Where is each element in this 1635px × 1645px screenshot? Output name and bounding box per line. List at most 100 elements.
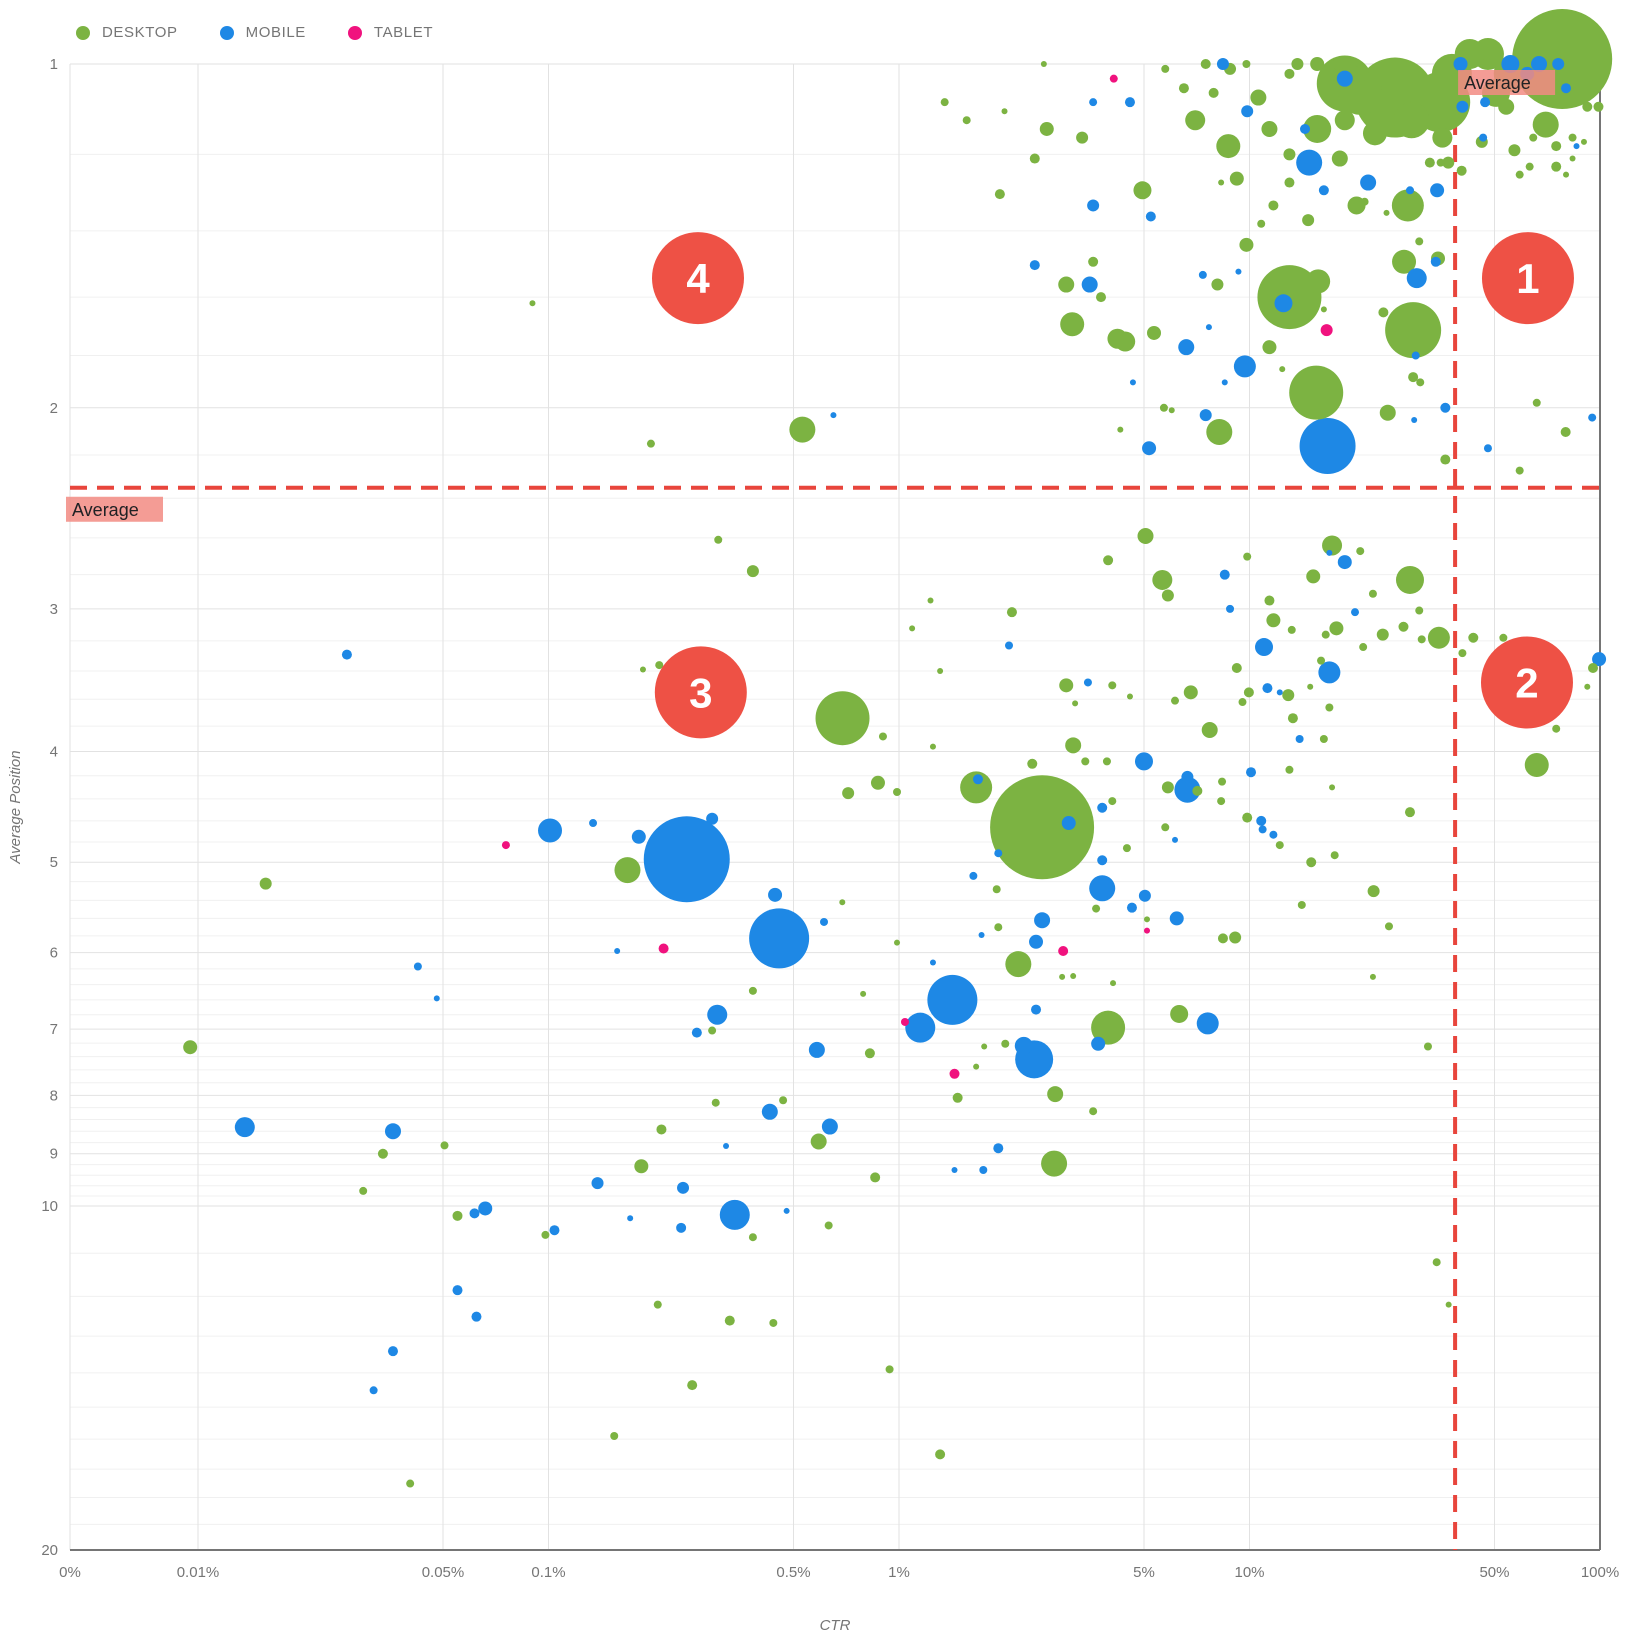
bubble-mobile[interactable] — [1142, 441, 1157, 456]
bubble-mobile[interactable] — [1336, 70, 1353, 87]
bubble-desktop[interactable] — [860, 990, 867, 997]
bubble-desktop[interactable] — [406, 1479, 415, 1488]
bubble-mobile[interactable] — [631, 829, 646, 844]
bubble-mobile[interactable] — [1276, 689, 1283, 696]
bubble-tablet[interactable] — [501, 841, 510, 850]
bubble-desktop[interactable] — [960, 771, 993, 804]
bubble-desktop[interactable] — [1243, 687, 1254, 698]
bubble-mobile[interactable] — [1453, 57, 1468, 71]
bubble-desktop[interactable] — [870, 775, 885, 790]
bubble-desktop[interactable] — [1424, 157, 1435, 168]
bubble-desktop[interactable] — [1291, 58, 1304, 70]
bubble-mobile[interactable] — [1430, 183, 1445, 198]
bubble-desktop[interactable] — [746, 565, 759, 578]
bubble-mobile[interactable] — [1501, 55, 1520, 73]
bubble-desktop[interactable] — [1499, 633, 1508, 642]
bubble-desktop[interactable] — [1303, 114, 1332, 143]
bubble-mobile[interactable] — [1479, 133, 1488, 142]
bubble-mobile[interactable] — [1014, 1036, 1033, 1055]
bubble-desktop[interactable] — [1133, 181, 1152, 200]
bubble-desktop[interactable] — [1329, 784, 1336, 791]
bubble-desktop[interactable] — [1059, 973, 1066, 980]
bubble-desktop[interactable] — [1508, 144, 1521, 157]
bubble-desktop[interactable] — [1456, 165, 1467, 176]
bubble-mobile[interactable] — [1269, 830, 1278, 839]
bubble-mobile[interactable] — [951, 1167, 958, 1174]
bubble-desktop[interactable] — [359, 1186, 368, 1195]
bubble-desktop[interactable] — [634, 1159, 649, 1174]
bubble-desktop[interactable] — [1331, 150, 1348, 167]
bubble-desktop[interactable] — [1076, 131, 1089, 144]
bubble-mobile[interactable] — [469, 1208, 480, 1219]
bubble-desktop[interactable] — [1005, 951, 1032, 978]
bubble-mobile[interactable] — [783, 1207, 790, 1214]
bubble-mobile[interactable] — [1124, 97, 1135, 108]
bubble-desktop[interactable] — [1498, 98, 1515, 115]
bubble-desktop[interactable] — [1268, 200, 1279, 211]
bubble-desktop[interactable] — [1275, 841, 1284, 850]
bubble-desktop[interactable] — [1185, 110, 1206, 131]
bubble-desktop[interactable] — [1122, 844, 1131, 853]
bubble-mobile[interactable] — [1205, 324, 1212, 331]
bubble-mobile[interactable] — [1405, 186, 1414, 195]
bubble-mobile[interactable] — [1174, 776, 1201, 803]
bubble-desktop[interactable] — [1587, 663, 1598, 674]
bubble-mobile[interactable] — [1255, 638, 1274, 657]
bubble-desktop[interactable] — [893, 788, 902, 797]
bubble-mobile[interactable] — [1172, 836, 1179, 843]
bubble-desktop[interactable] — [1289, 365, 1344, 420]
bubble-tablet[interactable] — [949, 1068, 960, 1079]
bubble-mobile[interactable] — [1233, 355, 1256, 378]
bubble-desktop[interactable] — [1159, 403, 1168, 412]
bubble-desktop[interactable] — [1468, 632, 1479, 643]
bubble-desktop[interactable] — [1332, 58, 1345, 70]
bubble-desktop[interactable] — [815, 691, 870, 746]
bubble-desktop[interactable] — [1171, 696, 1180, 705]
bubble-desktop[interactable] — [1242, 60, 1251, 68]
bubble-desktop[interactable] — [1560, 426, 1571, 437]
bubble-desktop[interactable] — [1391, 189, 1424, 222]
bubble-mobile[interactable] — [1226, 604, 1235, 613]
bubble-mobile[interactable] — [1199, 409, 1212, 422]
bubble-mobile[interactable] — [589, 819, 598, 828]
bubble-desktop[interactable] — [1183, 685, 1198, 700]
bubble-desktop[interactable] — [1283, 148, 1296, 161]
bubble-tablet[interactable] — [1109, 74, 1118, 83]
bubble-desktop[interactable] — [1360, 197, 1369, 206]
bubble-desktop[interactable] — [1161, 64, 1170, 73]
bubble-desktop[interactable] — [1284, 68, 1295, 79]
bubble-desktop[interactable] — [724, 1315, 735, 1326]
bubble-tablet[interactable] — [900, 1017, 909, 1026]
bubble-desktop[interactable] — [1287, 625, 1296, 634]
bubble-desktop[interactable] — [1524, 753, 1549, 778]
bubble-desktop[interactable] — [639, 666, 646, 673]
bubble-desktop[interactable] — [1525, 162, 1534, 171]
bubble-desktop[interactable] — [708, 1026, 717, 1035]
bubble-mobile[interactable] — [691, 1027, 702, 1038]
bubble-desktop[interactable] — [1117, 426, 1124, 433]
bubble-desktop[interactable] — [1580, 138, 1587, 145]
bubble-desktop[interactable] — [789, 416, 816, 443]
bubble-desktop[interactable] — [1001, 108, 1008, 115]
bubble-desktop[interactable] — [1334, 110, 1355, 131]
bubble-mobile[interactable] — [1300, 123, 1311, 134]
bubble-mobile[interactable] — [1318, 185, 1329, 196]
bubble-mobile[interactable] — [384, 1123, 401, 1140]
bubble-mobile[interactable] — [830, 412, 837, 419]
bubble-desktop[interactable] — [1362, 121, 1387, 146]
bubble-mobile[interactable] — [1274, 294, 1293, 313]
bubble-desktop[interactable] — [1229, 931, 1242, 944]
bubble-desktop[interactable] — [1352, 65, 1369, 82]
bubble-mobile[interactable] — [719, 1199, 750, 1230]
bubble-desktop[interactable] — [440, 1141, 449, 1150]
bubble-mobile[interactable] — [1034, 912, 1051, 929]
bubble-mobile[interactable] — [808, 1041, 825, 1058]
bubble-desktop[interactable] — [1404, 807, 1415, 818]
bubble-mobile[interactable] — [1219, 569, 1230, 580]
bubble-mobile[interactable] — [1552, 58, 1565, 70]
bubble-desktop[interactable] — [935, 1449, 946, 1460]
bubble-desktop[interactable] — [1384, 922, 1393, 931]
bubble-desktop[interactable] — [929, 743, 936, 750]
bubble-desktop[interactable] — [878, 732, 887, 741]
bubble-desktop[interactable] — [1170, 1004, 1189, 1023]
